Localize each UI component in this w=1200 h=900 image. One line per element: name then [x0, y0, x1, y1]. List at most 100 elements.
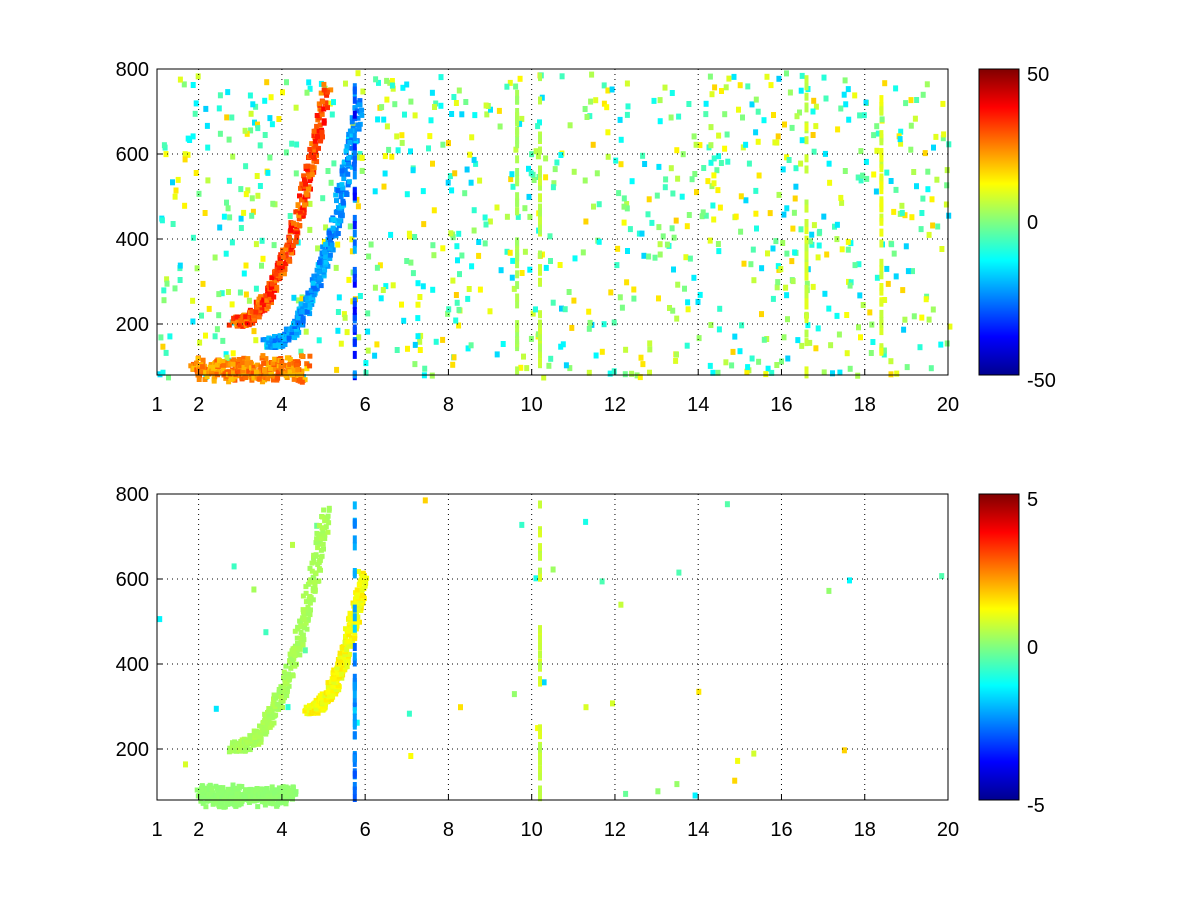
heatmap-cell [929, 196, 935, 203]
heatmap-cell [291, 294, 297, 301]
heatmap-cell [217, 130, 223, 137]
heatmap-cell [811, 97, 817, 104]
x-tick-label: 14 [687, 819, 709, 841]
heatmap-cell [243, 367, 249, 373]
heatmap-cell [245, 187, 251, 194]
heatmap-cell [412, 341, 418, 348]
heatmap-cell [315, 128, 321, 134]
heatmap-cell [341, 311, 347, 318]
heatmap-cell [209, 368, 215, 374]
heatmap-cell [868, 350, 874, 356]
heatmap-cell [359, 586, 365, 592]
heatmap-cell [200, 800, 206, 806]
heatmap-cell [206, 305, 212, 312]
heatmap-column-cell [804, 284, 809, 293]
heatmap-cell [298, 185, 303, 191]
heatmap-cell [262, 367, 268, 373]
heatmap-cell [302, 647, 308, 654]
heatmap-cell [230, 350, 236, 357]
heatmap-cell [230, 153, 236, 160]
heatmap-cell [334, 366, 340, 373]
heatmap-cell [334, 209, 340, 215]
heatmap-column-cell [538, 226, 542, 235]
heatmap-cell [732, 777, 738, 784]
heatmap-cell [338, 194, 344, 200]
heatmap-cell [619, 304, 625, 311]
heatmap-cell [305, 171, 311, 177]
heatmap-column-cell [538, 772, 542, 781]
heatmap-cell [269, 784, 275, 790]
heatmap-cell [770, 295, 776, 302]
heatmap-cell [239, 360, 245, 366]
heatmap-cell [314, 152, 319, 158]
heatmap-cell [283, 371, 289, 377]
heatmap-column-cell [879, 347, 884, 356]
heatmap-cell [283, 246, 289, 252]
heatmap-cell [430, 286, 436, 293]
heatmap-cell [858, 334, 863, 341]
heatmap-cell [219, 788, 225, 794]
heatmap-cell [944, 182, 950, 189]
heatmap-cell [656, 163, 662, 170]
heatmap-cell [382, 170, 388, 177]
heatmap-cell [318, 283, 324, 289]
heatmap-cell [329, 242, 335, 248]
heatmap-cell [920, 91, 926, 98]
heatmap-cell [233, 787, 239, 792]
heatmap-cell [834, 312, 840, 319]
heatmap-column-cell [538, 165, 542, 174]
heatmap-cell [159, 217, 165, 224]
heatmap-cell [219, 290, 225, 297]
heatmap-cell [332, 232, 338, 238]
heatmap-cell [320, 541, 326, 547]
heatmap-cell [689, 176, 695, 183]
heatmap-cell [264, 798, 270, 804]
heatmap-cell [349, 119, 355, 125]
heatmap-cell [621, 203, 627, 210]
heatmap-cell [526, 165, 531, 172]
heatmap-cell [352, 636, 358, 642]
heatmap-cell [270, 801, 276, 807]
heatmap-cell [290, 243, 296, 248]
heatmap-cell [344, 329, 350, 336]
heatmap-cell [867, 309, 873, 316]
x-tick-label: 2 [193, 394, 204, 416]
heatmap-cell [206, 786, 212, 792]
heatmap-cell [588, 98, 594, 105]
heatmap-cell [353, 601, 359, 607]
heatmap-cell [346, 179, 352, 185]
heatmap-cell [280, 270, 286, 276]
heatmap-cell [459, 111, 465, 118]
heatmap-cell [280, 247, 286, 253]
heatmap-cell [374, 341, 380, 348]
heatmap-cell [258, 786, 264, 792]
heatmap-cell [637, 374, 643, 381]
y-tick-label: 400 [116, 229, 149, 251]
heatmap-cell [315, 545, 321, 551]
heatmap-cell [325, 105, 330, 111]
heatmap-column-cell [352, 770, 357, 779]
heatmap-cell [909, 214, 915, 221]
heatmap-cell [519, 270, 525, 276]
heatmap-cell [318, 138, 323, 144]
heatmap-cell [390, 85, 396, 92]
heatmap-cell [278, 684, 284, 690]
heatmap-cell [217, 800, 223, 806]
heatmap-cell [354, 623, 360, 629]
heatmap-cell [347, 627, 353, 633]
heatmap-cell [431, 207, 437, 214]
heatmap-cell [194, 265, 200, 272]
heatmap-cell [426, 145, 431, 152]
heatmap-cell [255, 121, 260, 128]
heatmap-cell [229, 790, 235, 796]
heatmap-cell [272, 373, 278, 379]
heatmap-column-cell [538, 208, 542, 217]
heatmap-column-cell [879, 343, 884, 352]
heatmap-cell [799, 137, 805, 144]
heatmap-cell [707, 73, 713, 80]
heatmap-cell [594, 170, 600, 177]
heatmap-cell [692, 792, 698, 799]
heatmap-cell [328, 87, 334, 93]
heatmap-cell [903, 243, 909, 250]
heatmap-cell [813, 103, 819, 110]
